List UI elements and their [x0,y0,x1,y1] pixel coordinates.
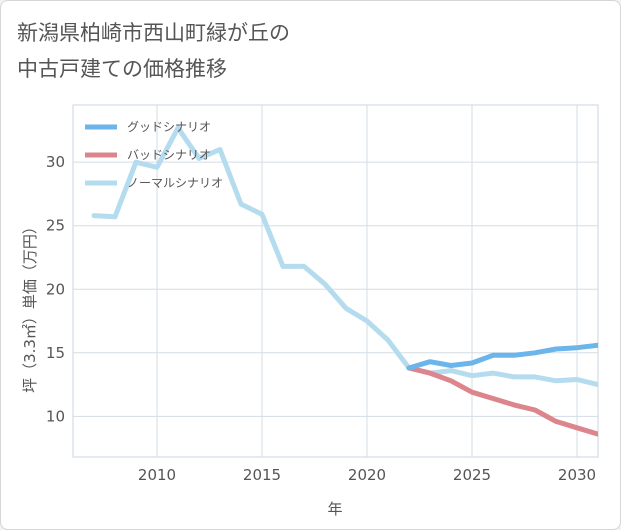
y-tick-label: 10 [46,407,65,425]
y-tick-label: 15 [46,344,65,362]
series-line-bad [406,365,598,437]
series-lines [91,125,598,437]
legend-label-normal: ノーマルシナリオ [127,176,223,190]
y-tick-label: 30 [46,153,65,171]
x-tick-label: 2025 [453,466,491,484]
x-tick-label: 2010 [138,466,176,484]
series-line-good [406,342,598,371]
legend-label-bad: バッドシナリオ [127,148,211,162]
y-tick-label: 25 [46,217,65,235]
series-line-normal [91,125,598,388]
y-axis-title: 坪（3.3㎡）単価（万円） [21,219,39,393]
x-tick-label: 2020 [348,466,386,484]
chart-title: 新潟県柏崎市西山町緑が丘の 中古戸建ての価格推移 [17,21,290,81]
legend-label-good: グッドシナリオ [127,120,211,134]
grid [73,105,598,457]
x-tick-label: 2030 [558,466,596,484]
x-tick-label: 2015 [243,466,281,484]
y-tick-label: 20 [46,280,65,298]
x-axis-title: 年 [327,500,342,518]
